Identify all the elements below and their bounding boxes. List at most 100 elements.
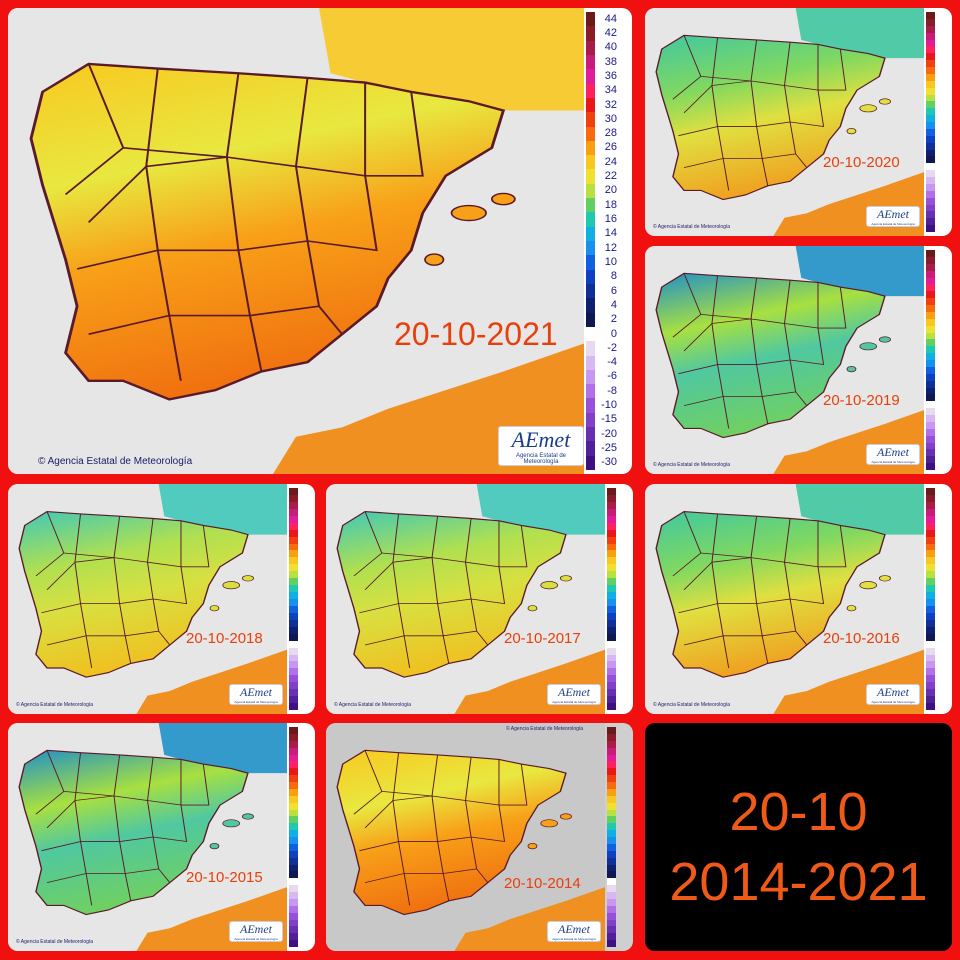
legend-row [289, 843, 313, 851]
legend-row [289, 599, 313, 606]
aemet-logo-subtitle: Agencia Estatal de Meteorología [515, 453, 567, 465]
province-border [723, 126, 763, 159]
legend-swatch [289, 926, 298, 934]
legend-swatch [289, 675, 298, 683]
legend-row [926, 115, 950, 122]
legend-row [926, 703, 950, 710]
legend-row [926, 311, 950, 319]
legend-swatch [586, 269, 595, 284]
legend-row [607, 837, 631, 844]
legend-row [289, 661, 313, 669]
province-border [443, 836, 478, 874]
legend-swatch [926, 339, 935, 347]
legend-swatch [926, 508, 935, 516]
legend-swatch [586, 226, 595, 241]
legend-swatch [289, 878, 298, 886]
legend-swatch [289, 647, 298, 655]
legend-row [607, 788, 631, 796]
legend-row [926, 366, 950, 374]
legend-row [926, 190, 950, 198]
legend-swatch [926, 128, 935, 136]
legend-row [607, 536, 631, 544]
legend-row [289, 703, 313, 710]
balearic-island [540, 581, 558, 590]
legend-swatch [926, 463, 935, 470]
legend-swatch [926, 494, 935, 502]
balearic-island [878, 575, 891, 582]
legend-swatch [926, 18, 935, 26]
legend-swatch [926, 122, 935, 129]
legend-row: -25 [586, 441, 630, 456]
legend-swatch [926, 421, 935, 429]
legend-swatch [289, 768, 298, 776]
legend-row [607, 661, 631, 669]
legend-swatch [926, 291, 935, 299]
legend-swatch [607, 501, 616, 509]
province-border [470, 566, 506, 605]
legend-row [607, 640, 631, 648]
legend-swatch [607, 740, 616, 748]
france-area [795, 246, 924, 297]
legend-swatch [926, 284, 935, 292]
temperature-legend [289, 488, 313, 710]
map-panel-2016: 20-10-2016 AEmet Agencia Estatal de Meteor… [645, 484, 952, 714]
legend-label: -10 [601, 399, 617, 412]
legend-row [607, 878, 631, 886]
legend-row [926, 197, 950, 205]
legend-swatch [926, 298, 935, 305]
legend-swatch [926, 149, 935, 157]
legend-row [607, 823, 631, 831]
legend-row [926, 94, 950, 102]
legend-swatch [926, 211, 935, 219]
province-border [152, 566, 188, 605]
legend-row [926, 142, 950, 150]
legend-row [289, 571, 313, 579]
map-date-label: 20-10-2020 [823, 154, 900, 171]
legend-swatch [607, 857, 616, 865]
copyright-text: © Agencia Estatal de Meteorología [653, 224, 731, 230]
legend-label: 16 [604, 213, 617, 226]
legend-row [926, 550, 950, 558]
legend-row [926, 578, 950, 586]
province-border [784, 282, 819, 329]
balearic-island [859, 104, 877, 113]
province-border [723, 603, 763, 637]
copyright-text: © Agencia Estatal de Meteorología [334, 702, 412, 708]
legend-swatch [926, 332, 935, 340]
legend-row: -2 [586, 341, 630, 356]
legend-swatch [926, 619, 935, 627]
legend-swatch [607, 878, 616, 886]
legend-swatch [926, 703, 935, 710]
legend-row [926, 488, 950, 495]
legend-swatch [586, 341, 595, 356]
legend-row [926, 325, 950, 333]
legend-swatch [607, 919, 616, 927]
province-border [307, 175, 378, 252]
legend-row [289, 926, 313, 934]
legend-row [926, 529, 950, 537]
legend-swatch [586, 40, 595, 55]
legend-row [607, 857, 631, 865]
legend-row [607, 619, 631, 627]
legend-swatch [926, 564, 935, 572]
province-border [85, 635, 93, 669]
legend-row [926, 675, 950, 683]
temperature-legend [926, 250, 950, 470]
aemet-logo: AEmet Agencia Estatal de Meteorología [547, 684, 601, 705]
legend-swatch [607, 823, 616, 831]
legend-row [289, 850, 313, 858]
temperature-map [8, 8, 584, 474]
legend-row [289, 543, 313, 551]
legend-row [289, 940, 313, 947]
legend-row [289, 647, 313, 655]
legend-label: 6 [610, 284, 617, 297]
legend-row [289, 912, 313, 920]
legend-row [926, 135, 950, 143]
legend-swatch [586, 26, 595, 41]
legend-swatch [586, 83, 595, 98]
legend-row [926, 332, 950, 340]
legend-swatch [289, 864, 298, 872]
legend-swatch [289, 564, 298, 572]
map-date-label: 20-10-2017 [504, 630, 581, 647]
legend-swatch [926, 53, 935, 61]
